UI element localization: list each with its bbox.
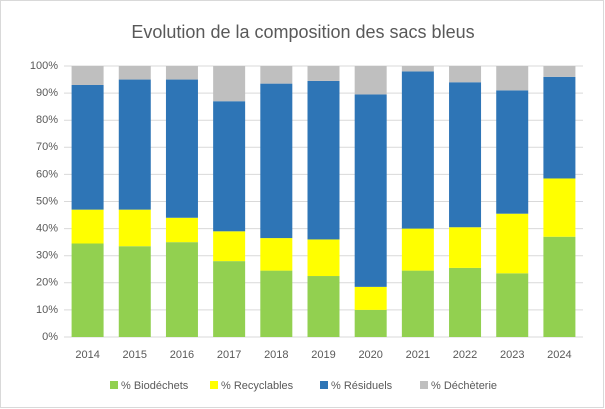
y-tick-label: 20% <box>36 277 58 289</box>
legend-swatch <box>110 381 118 389</box>
x-tick-label: 2018 <box>264 349 288 361</box>
y-tick-label: 0% <box>42 331 58 343</box>
x-tick-label: 2017 <box>217 349 241 361</box>
bar-segment <box>307 66 340 81</box>
y-tick-label: 90% <box>36 87 58 99</box>
y-tick-label: 70% <box>36 141 58 153</box>
bar-segment <box>354 94 387 287</box>
bar-segment <box>354 286 387 310</box>
bar-segment <box>401 71 434 229</box>
bar-segment <box>449 66 482 83</box>
bar-segment <box>165 79 198 218</box>
bar-segment <box>401 228 434 271</box>
y-tick-label: 40% <box>36 223 58 235</box>
y-tick-label: 30% <box>36 250 58 262</box>
bar-segment <box>213 261 246 337</box>
legend-swatch <box>320 381 328 389</box>
bar-segment <box>496 66 529 91</box>
bar-segment <box>165 242 198 337</box>
legend-label: % Recyclables <box>221 380 294 392</box>
bar-segment <box>354 66 387 95</box>
y-tick-label: 50% <box>36 195 58 207</box>
bar-segment <box>213 231 246 262</box>
bar-segment <box>165 217 198 243</box>
y-tick-label: 80% <box>36 114 58 126</box>
bar-segment <box>449 227 482 268</box>
x-tick-label: 2024 <box>547 349 571 361</box>
legend-swatch <box>210 381 218 389</box>
y-tick-label: 60% <box>36 168 58 180</box>
x-tick-label: 2021 <box>406 349 430 361</box>
legend-swatch <box>420 381 428 389</box>
bar-segment <box>260 238 293 271</box>
x-tick-label: 2022 <box>453 349 477 361</box>
bar-segment <box>449 267 482 337</box>
bar-segment <box>543 236 576 337</box>
x-tick-label: 2023 <box>500 349 524 361</box>
legend-label: % Résiduels <box>331 380 393 392</box>
x-tick-label: 2019 <box>311 349 335 361</box>
bar-segment <box>543 76 576 179</box>
bar-segment <box>496 213 529 274</box>
x-tick-label: 2014 <box>75 349 99 361</box>
bar-segment <box>165 66 198 80</box>
bar-segment <box>401 270 434 337</box>
bar-segment <box>71 66 104 85</box>
bar-segment <box>449 82 482 228</box>
bar-segment <box>307 80 340 240</box>
bar-segment <box>496 273 529 337</box>
x-tick-label: 2020 <box>358 349 382 361</box>
bar-segment <box>118 79 151 210</box>
bar-segment <box>307 276 340 337</box>
bar-segment <box>71 84 104 210</box>
bar-segment <box>543 66 576 77</box>
bar-segment <box>354 309 387 337</box>
bar-segment <box>71 243 104 337</box>
x-tick-label: 2016 <box>170 349 194 361</box>
x-tick-label: 2015 <box>123 349 147 361</box>
bar-segment <box>496 90 529 214</box>
bar-segment <box>260 83 293 239</box>
legend-label: % Biodéchets <box>121 380 189 392</box>
legend-label: % Déchèterie <box>431 380 497 392</box>
bar-segment <box>260 66 293 84</box>
bar-segment <box>118 209 151 247</box>
bar-segment <box>543 178 576 237</box>
bar-segment <box>118 246 151 337</box>
bar-segment <box>213 101 246 232</box>
y-tick-label: 10% <box>36 304 58 316</box>
bar-segment <box>401 66 434 72</box>
bar-segment <box>307 239 340 277</box>
y-tick-label: 100% <box>30 60 58 72</box>
bar-segment <box>71 209 104 244</box>
bar-segment <box>118 66 151 80</box>
bar-segment <box>213 66 246 102</box>
bar-segment <box>260 270 293 337</box>
chart-title: Evolution de la composition des sacs ble… <box>131 22 474 42</box>
